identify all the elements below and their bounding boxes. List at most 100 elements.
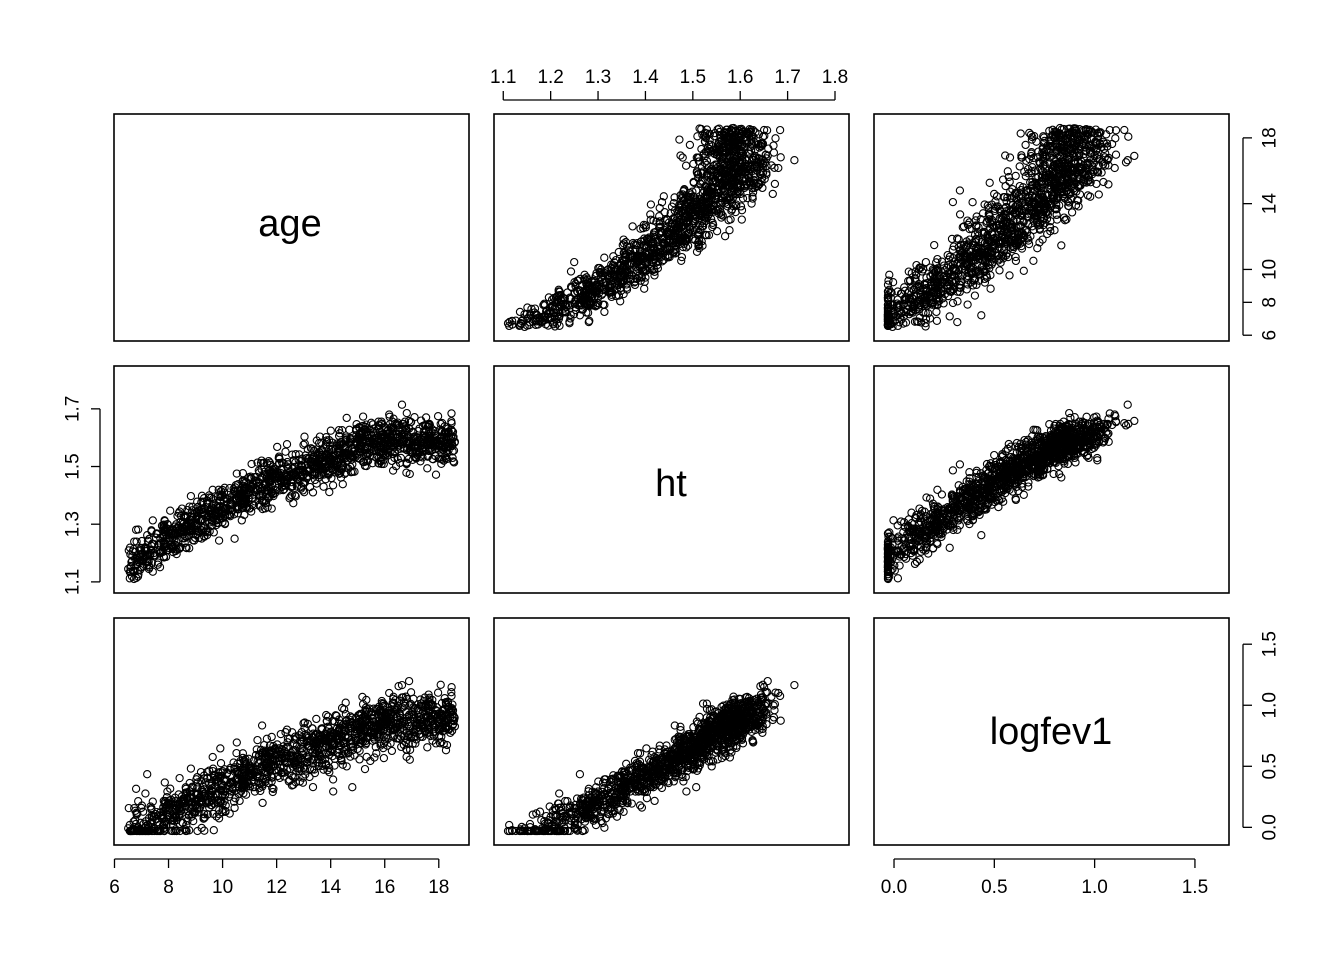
scatter-point — [1064, 201, 1073, 211]
scatter-point — [1077, 139, 1086, 149]
scatter-point — [716, 196, 726, 205]
scatter-point — [925, 292, 934, 301]
scatter-point — [954, 242, 963, 252]
scatter-point — [912, 317, 922, 326]
scatter-point — [1016, 185, 1026, 195]
scatter-point — [1002, 196, 1011, 206]
scatter-point — [526, 310, 535, 319]
scatter-point — [761, 150, 770, 159]
scatter-point — [960, 252, 969, 261]
scatter-point — [933, 485, 942, 494]
scatter-point — [725, 159, 734, 169]
scatter-point — [688, 216, 697, 226]
scatter-point — [883, 315, 893, 324]
scatter-point — [706, 175, 716, 184]
scatter-point — [905, 310, 914, 319]
scatter-point — [1015, 162, 1024, 171]
scatter-point — [674, 221, 683, 230]
panel-ht-vs-logfev1 — [873, 365, 1230, 594]
scatter-point — [1027, 191, 1037, 201]
scatter-point — [718, 211, 727, 220]
scatter-point — [756, 159, 765, 168]
scatter-point — [966, 264, 975, 273]
scatter-point — [654, 251, 664, 260]
scatter-point — [883, 287, 893, 296]
scatter-point — [884, 276, 893, 285]
scatter-point — [715, 164, 724, 174]
scatter-point — [1067, 208, 1077, 217]
scatter-point — [1027, 149, 1036, 158]
scatter-point — [1020, 167, 1029, 176]
scatter-point — [984, 215, 994, 224]
scatter-point — [1069, 158, 1079, 168]
scatter-point — [972, 280, 981, 290]
scatter-point — [1052, 215, 1062, 224]
scatter-point — [671, 244, 680, 253]
scatter-point — [970, 291, 980, 300]
scatter-point — [953, 317, 962, 327]
scatter-point — [1005, 271, 1014, 280]
scatter-point — [598, 275, 607, 285]
scatter-point — [328, 481, 338, 490]
scatter-point — [883, 291, 893, 300]
scatter-point — [1011, 256, 1021, 266]
scatter-point — [912, 282, 921, 291]
scatter-point — [639, 220, 649, 230]
scatter-point — [1038, 148, 1047, 157]
scatter-point — [611, 278, 620, 287]
scatter-point — [953, 297, 962, 306]
scatter-point — [955, 210, 965, 219]
scatter-point — [692, 186, 701, 195]
scatter-point — [911, 270, 921, 280]
scatter-point — [980, 278, 990, 287]
panel-grid — [113, 113, 1230, 846]
scatter-point — [1067, 146, 1076, 156]
scatter-point — [1105, 125, 1114, 135]
scatter-point — [736, 141, 745, 151]
scatter-point — [933, 266, 942, 275]
scatter-point — [885, 285, 894, 294]
scatter-point — [763, 151, 772, 161]
scatter-point — [698, 217, 707, 226]
panel-logfev1-vs-age — [113, 617, 470, 846]
scatter-point — [630, 252, 639, 261]
scatter-point — [433, 412, 443, 421]
scatter-point — [941, 275, 950, 285]
scatter-point — [582, 279, 591, 289]
scatter-point — [726, 180, 736, 189]
scatter-point — [1094, 128, 1104, 137]
scatter-point — [676, 151, 685, 160]
scatter-point — [948, 466, 958, 475]
scatter-point — [580, 274, 589, 283]
scatter-point — [1011, 190, 1020, 199]
scatter-point — [656, 252, 666, 262]
scatter-point — [899, 319, 908, 328]
scatter-point — [1033, 244, 1042, 253]
scatter-point — [367, 418, 376, 427]
scatter-point — [1065, 124, 1074, 133]
panel-logfev1-vs-logfev1 — [873, 617, 1230, 846]
scatter-point — [735, 176, 744, 185]
scatter-point — [919, 308, 928, 317]
scatter-point — [697, 144, 706, 154]
scatter-point — [932, 258, 941, 267]
scatter-point — [955, 186, 965, 195]
scatter-point — [894, 300, 903, 310]
scatter-point — [938, 278, 947, 287]
panel-ht-vs-age — [113, 365, 470, 594]
scatter-point — [628, 222, 637, 231]
scatter-point — [972, 222, 981, 231]
scatter-point — [1011, 208, 1020, 218]
scatter-point — [977, 531, 986, 540]
scatter-point — [715, 127, 724, 137]
scatter-point — [230, 534, 239, 543]
scatter-point — [995, 243, 1004, 252]
scatter-point — [714, 124, 724, 133]
scatter-point — [749, 178, 759, 188]
scatter-point — [657, 198, 667, 207]
panel-age-vs-age — [113, 113, 470, 342]
scatter-point — [883, 310, 893, 319]
scatter-point — [980, 200, 989, 209]
scatter-point — [585, 300, 594, 309]
